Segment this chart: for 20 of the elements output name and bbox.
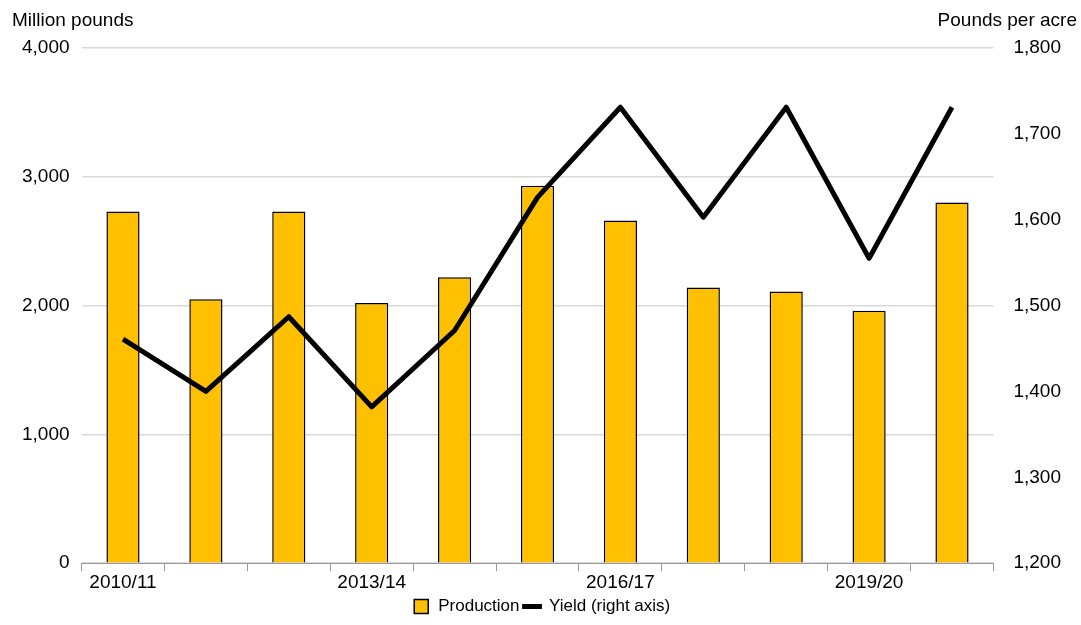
y2-tick-label: 1,300 (1013, 465, 1061, 487)
legend-label: Production (438, 596, 520, 616)
y-tick-label: 0 (58, 551, 70, 573)
y2-tick-label: 1,800 (1013, 36, 1061, 58)
y-tick-label: 4,000 (22, 36, 70, 58)
x-tick-label: 2013/14 (337, 570, 407, 592)
x-tick-label: 2016/17 (586, 570, 655, 592)
y-axis-title: Million pounds (12, 8, 134, 30)
y2-tick-label: 1,600 (1013, 207, 1061, 229)
y2-axis-title: Pounds per acre (937, 8, 1077, 30)
x-tick-label: 2019/20 (834, 570, 904, 592)
y2-tick-label: 1,500 (1013, 293, 1061, 315)
y2-tick-label: 1,400 (1013, 379, 1061, 401)
x-tick-label: 2010/11 (89, 570, 157, 592)
y2-tick-label: 1,200 (1013, 551, 1061, 573)
y-tick-label: 2,000 (22, 293, 70, 315)
legend-label: Yield (right axis) (549, 596, 671, 616)
y-tick-label: 3,000 (22, 165, 70, 187)
y2-tick-label: 1,700 (1013, 122, 1061, 144)
y-tick-label: 1,000 (22, 422, 70, 444)
